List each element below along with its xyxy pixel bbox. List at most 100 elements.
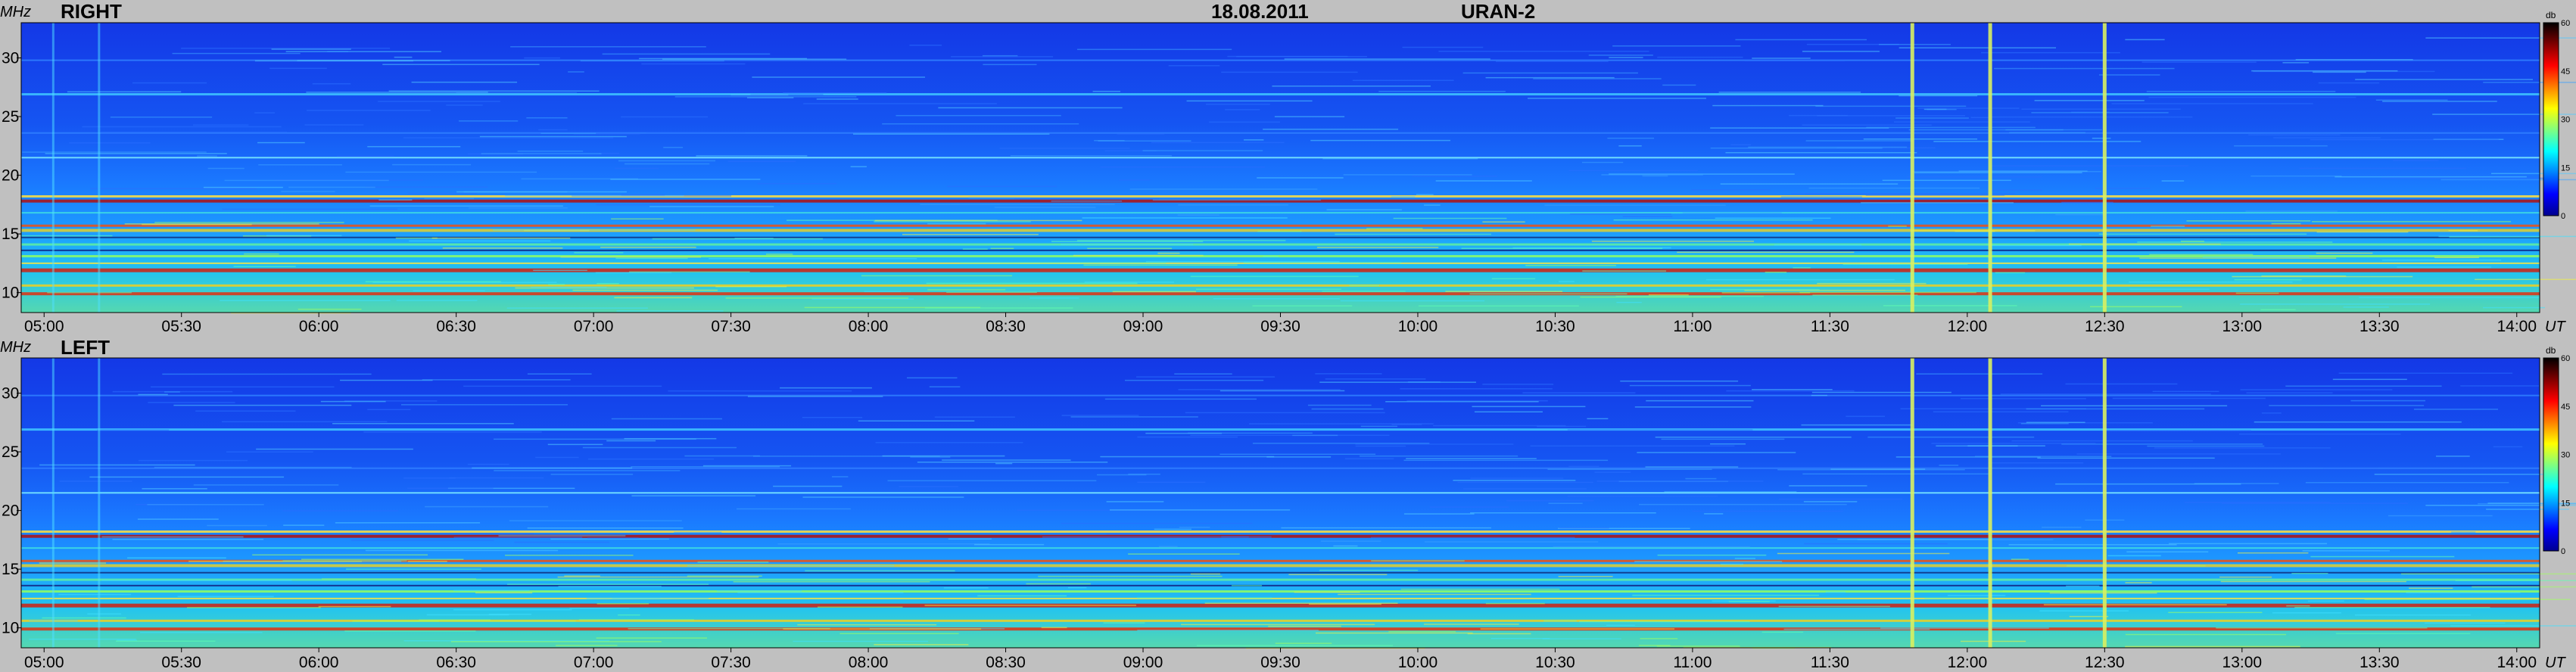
noise-streak <box>446 104 483 106</box>
noise-streak <box>2034 100 2145 101</box>
x-tick-label: 08:00 <box>849 654 889 671</box>
noise-streak <box>765 254 793 255</box>
noise-streak <box>2493 446 2523 448</box>
noise-streak <box>1340 300 1485 302</box>
noise-streak <box>67 91 182 93</box>
noise-streak <box>1145 260 1340 263</box>
noise-streak <box>1632 594 1820 596</box>
noise-streak <box>1579 621 1750 623</box>
noise-streak <box>1815 105 1967 107</box>
noise-streak <box>1986 189 2043 191</box>
noise-streak <box>1616 301 1642 303</box>
noise-streak <box>839 633 959 635</box>
noise-streak <box>596 283 619 285</box>
noise-streak <box>1393 217 1507 219</box>
noise-streak <box>488 613 532 615</box>
noise-streak <box>1581 161 1624 163</box>
noise-streak <box>1263 129 1399 130</box>
noise-streak <box>2432 114 2576 115</box>
noise-streak <box>2112 397 2266 400</box>
noise-streak <box>281 191 335 192</box>
noise-streak <box>453 537 583 538</box>
noise-streak <box>1995 272 2026 274</box>
noise-streak <box>1051 201 1123 202</box>
noise-streak <box>1151 142 1285 144</box>
noise-streak <box>1777 552 1950 555</box>
noise-streak <box>89 476 285 478</box>
noise-streak <box>285 51 441 52</box>
noise-streak <box>1682 212 1782 214</box>
noise-streak <box>906 377 958 379</box>
burst-line <box>1988 23 1992 313</box>
noise-streak <box>1355 445 1406 447</box>
noise-streak <box>1098 140 1191 142</box>
noise-streak <box>1060 244 1194 245</box>
noise-streak <box>425 506 549 508</box>
x-tick-label: 06:00 <box>299 654 339 671</box>
noise-streak <box>1525 265 1616 266</box>
noise-streak <box>1070 416 1198 418</box>
noise-streak <box>1424 204 1441 206</box>
emission-band <box>21 584 2540 586</box>
noise-streak <box>1453 479 1576 481</box>
noise-streak <box>783 628 982 630</box>
noise-streak <box>271 48 351 50</box>
noise-streak <box>1482 221 1525 223</box>
vertical-streak <box>98 23 101 313</box>
noise-streak <box>138 394 168 396</box>
noise-streak <box>646 132 746 133</box>
noise-streak <box>407 487 494 489</box>
noise-streak <box>521 178 639 180</box>
noise-streak <box>2240 389 2393 390</box>
noise-streak <box>817 606 903 608</box>
noise-streak <box>2438 235 2576 238</box>
noise-streak <box>97 429 170 431</box>
noise-streak <box>197 155 217 157</box>
noise-streak <box>1865 194 2005 196</box>
noise-streak <box>1412 175 1497 177</box>
noise-streak <box>874 644 969 646</box>
noise-streak <box>138 459 248 462</box>
noise-streak <box>1418 305 1579 307</box>
noise-streak <box>1594 471 1631 473</box>
noise-streak <box>2069 615 2109 618</box>
noise-streak <box>861 275 1013 277</box>
noise-streak <box>1061 522 1253 524</box>
x-tick-label: 05:00 <box>24 318 64 335</box>
noise-streak <box>2061 443 2263 445</box>
noise-streak <box>1112 291 1196 293</box>
noise-streak <box>1882 179 2011 182</box>
noise-streak <box>1041 627 1067 629</box>
noise-streak <box>2011 558 2029 560</box>
noise-streak <box>203 186 283 188</box>
noise-streak <box>2409 587 2453 590</box>
noise-streak <box>1988 462 2084 464</box>
noise-streak <box>804 306 981 309</box>
noise-streak <box>22 151 207 153</box>
noise-streak <box>977 595 1067 597</box>
noise-streak <box>2332 378 2407 381</box>
noise-streak <box>1495 61 1609 62</box>
x-tick-label: 12:30 <box>2085 654 2125 671</box>
noise-streak <box>2338 372 2513 374</box>
noise-streak <box>1190 275 1359 278</box>
noise-streak <box>649 206 774 207</box>
noise-streak <box>910 456 951 458</box>
noise-streak <box>1591 241 1755 242</box>
noise-streak <box>757 182 837 185</box>
noise-streak <box>1907 176 2042 178</box>
x-tick-label: 05:30 <box>161 654 201 671</box>
noise-streak <box>2359 297 2540 299</box>
noise-streak <box>1310 139 1451 142</box>
noise-streak <box>527 527 684 529</box>
noise-streak <box>2425 622 2506 624</box>
noise-streak <box>586 597 709 599</box>
noise-streak <box>447 487 575 490</box>
noise-streak <box>1718 92 1861 93</box>
noise-streak <box>419 619 491 621</box>
noise-streak <box>1485 602 1545 605</box>
noise-streak <box>1106 533 1210 535</box>
noise-streak <box>1547 468 1712 470</box>
noise-streak <box>162 373 372 375</box>
noise-streak <box>1029 297 1079 299</box>
